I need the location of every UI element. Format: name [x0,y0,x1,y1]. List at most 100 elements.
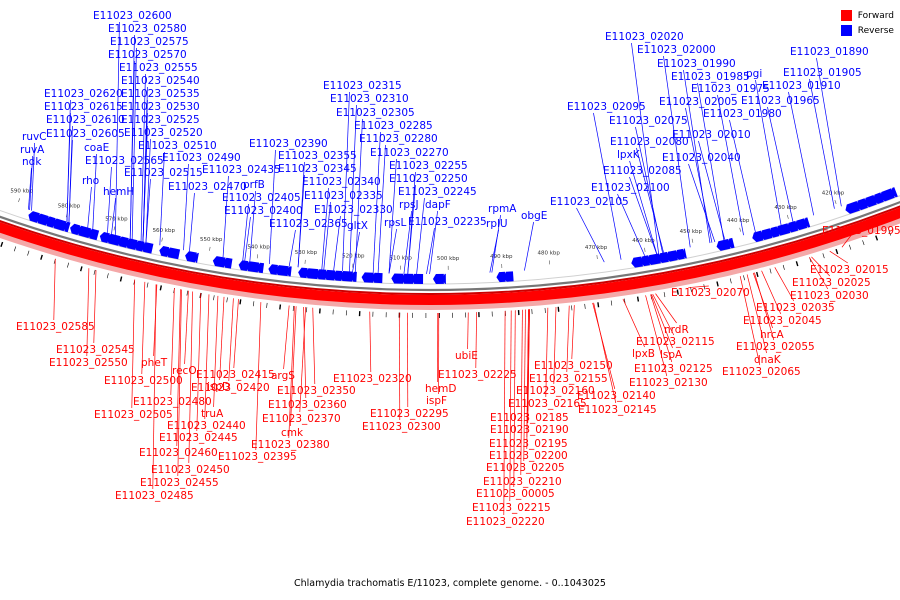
forward-gene-label: E11023_02440 [167,420,246,432]
reverse-leader-line [107,166,112,233]
legend-forward-label: Forward [857,10,894,21]
forward-leader-line [754,272,775,341]
reverse-leader-line [28,167,32,210]
tick-line [691,238,694,243]
reverse-gene-label: E11023_02540 [121,75,200,87]
forward-gene-mark [782,264,785,270]
forward-leader-line [188,291,194,464]
reverse-leader-line [489,229,499,273]
reverse-gene-label: E11023_02085 [603,165,682,177]
legend-reverse: Reverse [840,23,894,38]
reverse-gene-arrow [674,248,685,260]
tick-line [18,198,21,203]
reverse-gene-arrow [411,273,424,284]
reverse-gene-label: E11023_02555 [119,62,198,74]
tick-label: 450 kbp [680,229,703,235]
reverse-gene-label: E11023_02105 [550,196,629,208]
forward-gene-label: E11023_02395 [218,451,297,463]
genome-arcs [0,195,900,310]
reverse-leader-line [429,210,438,275]
forward-gene-label: E11023_02210 [483,476,562,488]
forward-gene-mark [849,244,852,250]
tick-label: 430 kbp [774,205,797,211]
reverse-leader-line [403,210,412,274]
reverse-gene-label: E11023_02570 [108,49,187,61]
forward-gene-label: E11023_01995 [822,225,900,237]
reverse-leader-line [377,144,386,273]
reverse-gene-label: ndk [22,156,42,168]
forward-leader-line [645,295,668,377]
reverse-gene-label: E11023_02525 [121,114,200,126]
reverse-gene-label: ruvC [22,131,47,143]
reverse-gene-label: E11023_02075 [609,115,688,127]
forward-gene-label: E11023_02360 [268,399,347,411]
forward-gene-mark [835,248,839,255]
forward-gene-mark [159,285,163,291]
forward-gene-mark [252,301,255,307]
reverse-gene-arrow [159,246,170,258]
reverse-gene-arrow [640,255,650,267]
reverse-gene-arrow [125,238,138,251]
forward-gene-label: hemD [425,383,456,395]
reverse-leader-line [788,91,815,216]
reverse-gene-arrow [245,261,260,273]
reverse-gene-arrow [268,264,278,275]
tick-line [644,247,646,252]
forward-leader-line [739,276,761,366]
reverse-gene-arrow [658,251,669,264]
forward-gene-label: E11023_02190 [490,424,569,436]
forward-leader-line [255,302,262,451]
reverse-gene-arrow [117,236,129,248]
forward-gene-label: E11023_02130 [629,377,708,389]
forward-gene-label: recO [172,365,197,377]
tick-label: 590 kbp [10,189,33,195]
forward-gene-label: hrcA [760,329,785,341]
reverse-leader-line [717,94,744,236]
forward-leader-line [398,312,401,421]
reverse-gene-label: rho [82,175,99,187]
forward-leader-line [526,309,529,450]
forward-gene-label: E11023_02295 [370,408,449,420]
reverse-gene-label: E11023_02040 [662,152,741,164]
reverse-gene-label: E11023_02245 [398,186,477,198]
forward-gene-label: E11023_02220 [466,516,545,528]
reverse-gene-arrow [891,187,898,198]
reverse-gene-label: E11023_02100 [591,182,670,194]
reverse-gene-label: E11023_02250 [389,173,468,185]
reverse-gene-label: gltX [347,220,368,232]
reverse-leader-line [426,227,435,275]
reverse-gene-arrow [432,273,444,284]
reverse-gene-arrow [212,256,226,268]
forward-gene-label: E11023_02030 [790,290,869,302]
forward-gene-label: E11023_02460 [139,447,218,459]
reverse-gene-label: E11023_02010 [672,129,751,141]
tick-label: 500 kbp [437,256,460,262]
forward-leader-line [219,296,225,381]
forward-gene-mark [186,290,189,296]
reverse-gene-label: E11023_02530 [121,101,200,113]
reverse-track [28,187,898,284]
forward-leader-line [503,310,506,516]
reverse-gene-label: E11023_01975 [691,83,770,95]
reverse-gene-label: E11023_02520 [124,127,203,139]
reverse-gene-label: E11023_01985 [671,71,750,83]
forward-gene-mark [571,305,573,311]
forward-gene-label: E11023_02500 [104,375,183,387]
reverse-leader-line [629,176,657,254]
reverse-leader-line [111,197,116,234]
forward-gene-label: ubiE [455,350,478,362]
forward-leader-line [303,306,307,399]
forward-gene-label: E11023_02185 [490,412,569,424]
forward-gene-mark [279,304,282,310]
forward-gene-label: E11023_02350 [277,385,356,397]
reverse-leader-line [729,119,756,233]
forward-leader-line [513,310,516,488]
reverse-gene-arrow [727,237,735,249]
forward-gene-label: E11023_02370 [262,413,341,425]
reverse-gene-label: E11023_02340 [302,176,381,188]
forward-leader-line [196,292,202,432]
forward-leader-line [299,307,306,413]
forward-leader-line [553,306,557,385]
